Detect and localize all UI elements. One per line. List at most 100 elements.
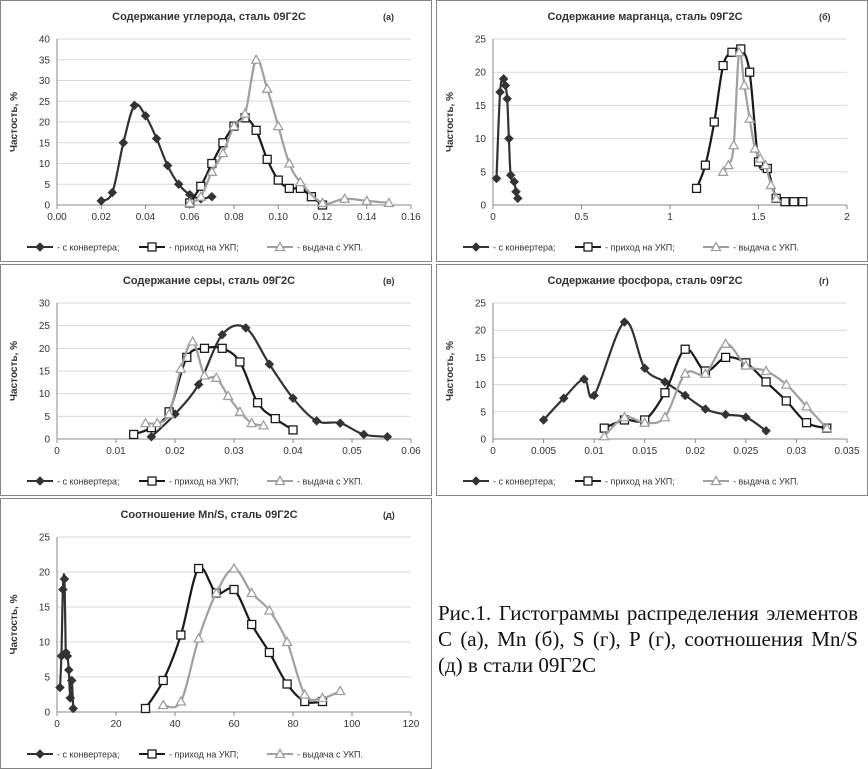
data-point-arrival (235, 357, 245, 367)
series-converter (491, 73, 523, 204)
chart-title: Содержание фосфора, сталь 09Г2С (547, 275, 742, 287)
data-point-arrival (284, 183, 294, 194)
chart-title: Содержание серы, сталь 09Г2С (123, 275, 295, 287)
legend-label: - выдача с УКП. (733, 477, 799, 487)
data-point-output (738, 79, 750, 90)
y-axis-label: Частость, % (445, 341, 456, 401)
y-tick-label: 25 (39, 97, 51, 108)
chart-panel-tag: (б) (819, 12, 831, 22)
data-point-arrival (660, 388, 670, 398)
data-point-arrival (761, 377, 771, 387)
data-point-output (139, 417, 152, 428)
data-point-converter (761, 425, 771, 436)
data-point-converter (140, 110, 151, 121)
chart-panel-mn-s-ratio: Соотношение Mn/S, сталь 09Г2С (д) 0 5 10 15 20… (0, 498, 432, 769)
data-point-output (339, 192, 351, 203)
legend-label: - выдача с УКП. (297, 750, 363, 760)
data-point-output (728, 139, 740, 150)
data-point-arrival (306, 192, 317, 202)
data-point-arrival (680, 344, 690, 354)
legend-item-converter: - с конвертера; (27, 749, 120, 760)
data-point-output (316, 692, 329, 703)
series-line-converter (100, 103, 213, 202)
data-point-output (192, 632, 205, 643)
data-point-converter (505, 170, 516, 180)
data-point-converter (217, 329, 228, 340)
data-point-arrival (801, 418, 812, 428)
legend-marker (147, 242, 157, 252)
data-point-output (210, 587, 222, 598)
x-tick-label: 0.01 (106, 446, 126, 457)
data-point-converter (96, 195, 107, 206)
data-point-output (239, 107, 251, 118)
x-tick-label: 2 (844, 212, 850, 223)
legend-label: - приход на УКП; (605, 477, 675, 487)
data-point-converter (162, 160, 173, 171)
x-tick-label: 0.05 (342, 446, 362, 457)
data-point-converter (589, 390, 599, 401)
chart-panel-tag: (д) (383, 510, 395, 520)
legend-label: - приход на УКП; (169, 243, 239, 253)
legend-label: - с конвертера; (493, 243, 556, 253)
y-tick-label: 10 (39, 159, 51, 170)
data-point-arrival (140, 703, 151, 714)
x-tick-label: 0.06 (401, 446, 421, 457)
data-point-arrival (229, 584, 239, 595)
y-tick-label: 30 (39, 299, 51, 310)
data-point-output (198, 369, 211, 380)
mn-s-ratio-chart: Соотношение Mn/S, сталь 09Г2С (д) 0 5 10 15 20… (9, 509, 420, 760)
y-tick-label: 5 (44, 673, 50, 684)
manganese-chart: Содержание марганца, сталь 09Г2С (б)05101… (445, 11, 850, 253)
legend-item-output: - выдача с УКП. (703, 241, 799, 253)
x-tick-label: 0.16 (401, 212, 421, 223)
data-point-arrival (251, 125, 261, 135)
x-tick-label: 0.04 (283, 446, 303, 457)
y-tick-label: 35 (39, 55, 51, 66)
y-tick-label: 20 (39, 344, 51, 355)
y-tick-label: 5 (44, 180, 50, 191)
chart-panel-manganese: Содержание марганца, сталь 09Г2С (б) 0 5 10 1… (436, 0, 868, 262)
legend-item-arrival: - приход на УКП; (139, 476, 239, 487)
data-point-arrival (273, 175, 283, 185)
x-tick-label: 0.03 (787, 446, 807, 457)
data-point-arrival (176, 630, 186, 640)
y-tick-label: 15 (39, 138, 51, 149)
series-line-converter (542, 320, 767, 432)
series-converter (538, 317, 771, 436)
data-point-converter (579, 374, 589, 385)
legend-marker (583, 242, 593, 252)
data-point-output (383, 197, 395, 208)
y-axis-label: Частость, % (445, 92, 456, 152)
data-point-converter (619, 317, 630, 327)
x-tick-label: 0.01 (584, 446, 604, 457)
series-output (598, 337, 833, 441)
data-point-output (217, 147, 229, 158)
legend-marker (274, 241, 286, 252)
x-tick-label: 0.02 (92, 212, 112, 223)
y-tick-label: 15 (475, 101, 487, 112)
y-tick-label: 20 (475, 68, 487, 79)
data-point-output (272, 120, 284, 131)
legend-label: - выдача с УКП. (297, 477, 363, 487)
legend-item-arrival: - приход на УКП; (139, 242, 239, 253)
x-tick-label: 0 (54, 719, 60, 730)
data-point-converter (741, 412, 751, 423)
data-point-output (163, 408, 175, 419)
data-point-output (598, 430, 610, 441)
data-point-converter (495, 87, 505, 97)
data-point-converter (59, 574, 70, 584)
y-axis-label: Частость, % (9, 341, 20, 401)
data-point-output (184, 197, 196, 208)
x-tick-label: 0.015 (632, 446, 657, 457)
data-point-output (175, 695, 187, 706)
data-point-output (722, 159, 735, 170)
data-point-converter (129, 100, 140, 111)
legend-item-arrival: - приход на УКП; (575, 476, 675, 487)
data-point-converter (55, 682, 65, 693)
data-point-converter (558, 393, 569, 404)
data-point-output (744, 112, 756, 123)
legend-label: - приход на УКП; (169, 750, 239, 760)
data-point-output (281, 636, 293, 647)
data-point-converter (288, 393, 298, 404)
data-point-arrival (744, 67, 755, 77)
